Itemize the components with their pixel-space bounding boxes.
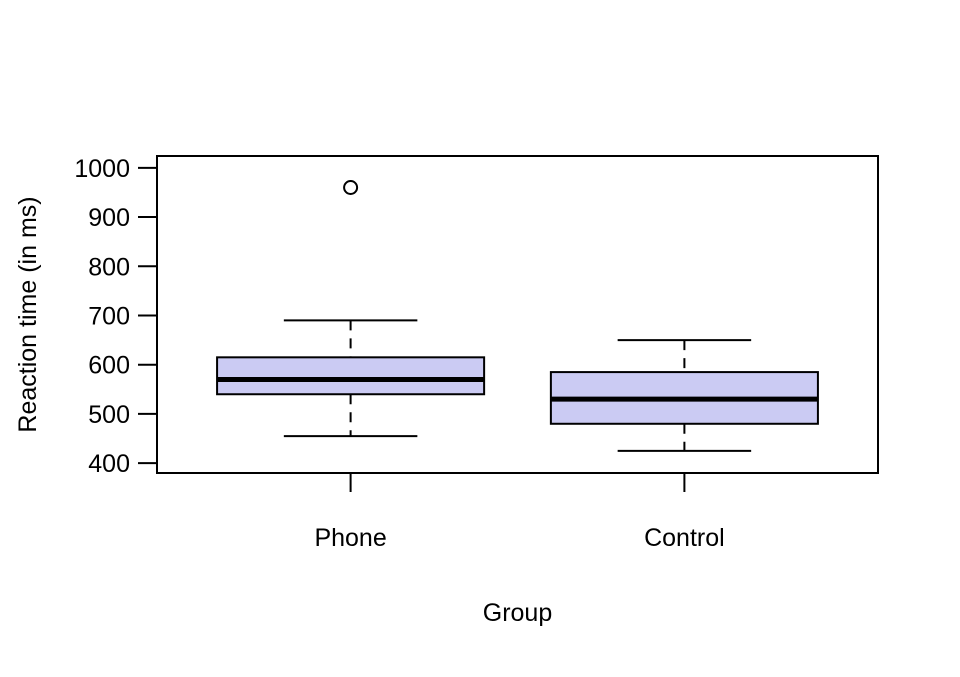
y-tick-label: 600 — [88, 352, 130, 380]
y-tick-label: 500 — [88, 401, 130, 429]
plot-frame — [156, 155, 879, 474]
box-phone — [216, 356, 486, 396]
y-tick-label: 800 — [88, 253, 130, 281]
outlier-phone — [343, 180, 359, 196]
x-category-label-phone: Phone — [314, 524, 386, 552]
y-tick-label: 700 — [88, 302, 130, 330]
y-axis-title: Reaction time (in ms) — [14, 196, 42, 432]
x-category-label-control: Control — [644, 524, 725, 552]
y-tick-label: 1000 — [74, 155, 130, 183]
y-tick-label: 900 — [88, 204, 130, 232]
x-axis-title: Group — [483, 599, 552, 627]
y-tick-label: 400 — [88, 450, 130, 478]
